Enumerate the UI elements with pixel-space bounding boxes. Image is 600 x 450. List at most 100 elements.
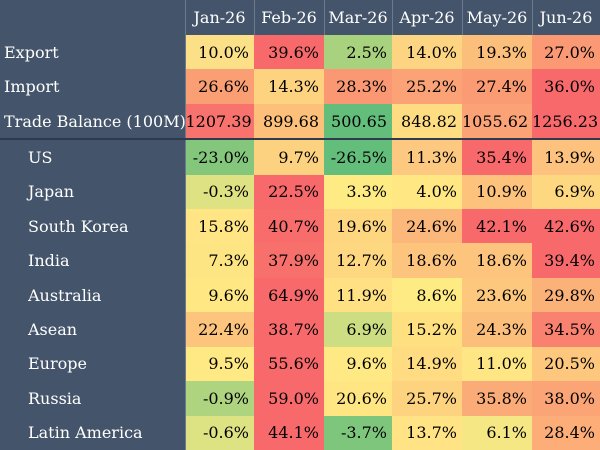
heatmap-cell: 9.7% [254,138,324,175]
heatmap-cell: 6.9% [532,174,600,210]
row-label: India [0,243,186,278]
row-label: Russia [0,381,186,416]
column-header: Feb-26 [254,0,325,35]
heatmap-cell: 1207.39 [185,103,254,140]
heatmap-cell: 2.5% [324,35,392,70]
heatmap-cell: 36.0% [532,69,600,104]
heatmap-cell: 44.1% [254,415,324,450]
heatmap-cell: 20.6% [324,381,392,416]
heatmap-cell: 35.4% [462,138,532,175]
table-row: Russia -0.9% 59.0% 20.6% 25.7% 35.8% 38.0% [0,381,600,416]
heatmap-cell: 37.9% [254,243,324,278]
heatmap-cell: 7.3% [185,243,254,278]
table-row: Europe 9.5% 55.6% 9.6% 14.9% 11.0% 20.5% [0,346,600,382]
heatmap-cell: 9.5% [185,346,254,382]
heatmap-cell: -23.0% [185,138,254,175]
heatmap-cell: 11.3% [392,138,462,175]
heatmap-cell: 42.1% [462,209,532,244]
row-label: Japan [0,174,186,210]
heatmap-cell: 3.3% [324,174,392,210]
heatmap-cell: 9.6% [324,346,392,382]
heatmap-cell: -26.5% [324,138,392,175]
table-row: Latin America -0.6% 44.1% -3.7% 13.7% 6.1% 28.… [0,415,600,450]
row-label: Trade Balance (100M) [0,103,186,140]
heatmap-cell: 24.3% [462,312,532,347]
heatmap-cell: 848.82 [392,103,462,140]
row-label: Latin America [0,415,186,450]
heatmap-cell: 19.3% [462,35,532,70]
heatmap-cell: 23.6% [462,277,532,313]
heatmap-cell: 39.4% [532,243,600,278]
heatmap-cell: 15.8% [185,209,254,244]
row-label: US [0,138,186,175]
column-header: Jun-26 [532,0,600,35]
heatmap-cell: -0.6% [185,415,254,450]
heatmap-cell: 14.0% [392,35,462,70]
row-label: Asean [0,312,186,347]
table-row: Australia 9.6% 64.9% 11.9% 8.6% 23.6% 29.8% [0,277,600,313]
heatmap-cell: -3.7% [324,415,392,450]
heatmap-cell: 13.7% [392,415,462,450]
heatmap-cell: 22.5% [254,174,324,210]
heatmap-cell: 14.9% [392,346,462,382]
heatmap-cell: 18.6% [392,243,462,278]
table-body: Export 10.0% 39.6% 2.5% 14.0% 19.3% 27.0% Impor… [0,35,600,450]
heatmap-cell: 13.9% [532,138,600,175]
column-header: Apr-26 [392,0,463,35]
heatmap-cell: 27.4% [462,69,532,104]
heatmap-cell: 4.0% [392,174,462,210]
heatmap-cell: -0.3% [185,174,254,210]
heatmap-cell: 40.7% [254,209,324,244]
row-label: South Korea [0,209,186,244]
heatmap-cell: 34.5% [532,312,600,347]
heatmap-cell: 11.0% [462,346,532,382]
table-row: Asean 22.4% 38.7% 6.9% 15.2% 24.3% 34.5% [0,312,600,347]
heatmap-cell: 27.0% [532,35,600,70]
column-header: Mar-26 [324,0,393,35]
heatmap-cell: 25.7% [392,381,462,416]
row-label: Export [0,35,186,70]
heatmap-cell: 28.3% [324,69,392,104]
heatmap-cell: 500.65 [324,103,392,140]
heatmap-cell: 12.7% [324,243,392,278]
heatmap-cell: 26.6% [185,69,254,104]
heatmap-cell: 14.3% [254,69,324,104]
column-header: May-26 [462,0,533,35]
heatmap-cell: 15.2% [392,312,462,347]
header-row: Jan-26 Feb-26 Mar-26 Apr-26 May-26 Jun-26 [0,0,600,35]
heatmap-cell: 18.6% [462,243,532,278]
heatmap-cell: 38.7% [254,312,324,347]
heatmap-cell: 6.1% [462,415,532,450]
header-corner [0,0,186,35]
heatmap-cell: 1055.62 [462,103,532,140]
heatmap-cell: 64.9% [254,277,324,313]
column-header: Jan-26 [185,0,255,35]
table-row: South Korea 15.8% 40.7% 19.6% 24.6% 42.1% 42.6… [0,209,600,244]
row-label: Europe [0,346,186,382]
heatmap-cell: 42.6% [532,209,600,244]
heatmap-cell: 39.6% [254,35,324,70]
heatmap-cell: -0.9% [185,381,254,416]
heatmap-cell: 6.9% [324,312,392,347]
heatmap-cell: 10.0% [185,35,254,70]
heatmap-cell: 11.9% [324,277,392,313]
row-label: Import [0,69,186,104]
heatmap-cell: 1256.23 [532,103,600,140]
heatmap-cell: 24.6% [392,209,462,244]
heatmap-cell: 29.8% [532,277,600,313]
heatmap-cell: 59.0% [254,381,324,416]
heatmap-cell: 9.6% [185,277,254,313]
table-row: Import 26.6% 14.3% 28.3% 25.2% 27.4% 36.0% [0,69,600,104]
heatmap-cell: 28.4% [532,415,600,450]
row-label: Australia [0,277,186,313]
heatmap-cell: 20.5% [532,346,600,382]
heatmap-cell: 899.68 [254,103,324,140]
table-row: Trade Balance (100M) 1207.39 899.68 500.65 8… [0,103,600,140]
table-row: Japan -0.3% 22.5% 3.3% 4.0% 10.9% 6.9% [0,174,600,210]
table-row: US -23.0% 9.7% -26.5% 11.3% 35.4% 13.9% [0,138,600,175]
heatmap-cell: 55.6% [254,346,324,382]
heatmap-cell: 19.6% [324,209,392,244]
heatmap-cell: 35.8% [462,381,532,416]
heatmap-cell: 25.2% [392,69,462,104]
